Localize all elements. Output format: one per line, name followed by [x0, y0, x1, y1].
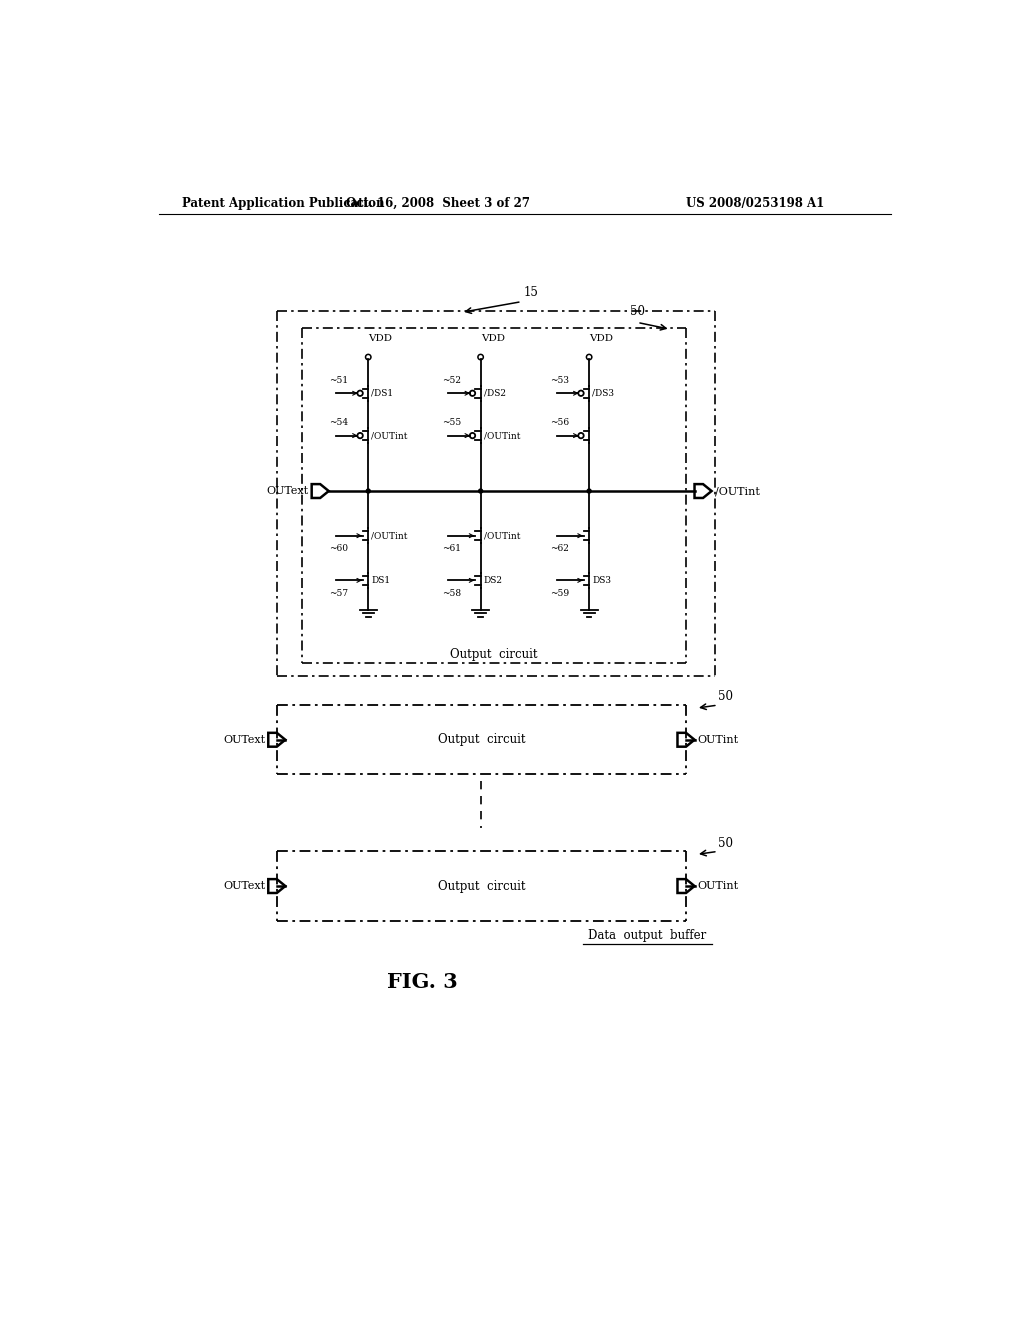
Circle shape [587, 488, 592, 494]
Text: /OUTint: /OUTint [372, 531, 408, 540]
Text: ~58: ~58 [442, 589, 461, 598]
Text: 50: 50 [630, 305, 645, 318]
Text: Output  circuit: Output circuit [437, 879, 525, 892]
Text: 50: 50 [718, 837, 733, 850]
Text: OUTint: OUTint [697, 735, 738, 744]
Text: ~51: ~51 [330, 376, 348, 385]
Text: OUText: OUText [266, 486, 308, 496]
Text: 15: 15 [523, 285, 539, 298]
Text: FIG. 3: FIG. 3 [387, 973, 458, 993]
Text: OUText: OUText [223, 735, 265, 744]
Text: /OUTint: /OUTint [715, 486, 760, 496]
Text: ~54: ~54 [330, 418, 348, 428]
Text: DS3: DS3 [592, 576, 611, 585]
Text: Oct. 16, 2008  Sheet 3 of 27: Oct. 16, 2008 Sheet 3 of 27 [346, 197, 530, 210]
Text: VDD: VDD [589, 334, 613, 343]
Text: OUTint: OUTint [697, 880, 738, 891]
Text: ~62: ~62 [550, 544, 569, 553]
Text: /DS2: /DS2 [483, 389, 506, 397]
Text: ~56: ~56 [550, 418, 569, 428]
Text: VDD: VDD [480, 334, 505, 343]
Text: 50: 50 [718, 690, 733, 704]
Text: /DS3: /DS3 [592, 389, 614, 397]
Text: /OUTint: /OUTint [483, 531, 520, 540]
Text: OUText: OUText [223, 880, 265, 891]
Text: ~55: ~55 [442, 418, 461, 428]
Text: DS1: DS1 [372, 576, 390, 585]
Text: VDD: VDD [369, 334, 392, 343]
Circle shape [478, 488, 483, 494]
Text: ~52: ~52 [442, 376, 461, 385]
Text: Output  circuit: Output circuit [451, 648, 538, 661]
Text: /OUTint: /OUTint [372, 432, 408, 440]
Text: Patent Application Publication: Patent Application Publication [182, 197, 385, 210]
Text: Data  output  buffer: Data output buffer [588, 929, 707, 942]
Text: /OUTint: /OUTint [483, 432, 520, 440]
Text: US 2008/0253198 A1: US 2008/0253198 A1 [686, 197, 824, 210]
Text: DS2: DS2 [483, 576, 503, 585]
Text: Output  circuit: Output circuit [437, 733, 525, 746]
Text: ~57: ~57 [330, 589, 348, 598]
Circle shape [366, 488, 371, 494]
Text: ~61: ~61 [442, 544, 461, 553]
Text: ~59: ~59 [550, 589, 569, 598]
Text: ~60: ~60 [330, 544, 348, 553]
Text: ~53: ~53 [550, 376, 569, 385]
Text: /DS1: /DS1 [372, 389, 393, 397]
